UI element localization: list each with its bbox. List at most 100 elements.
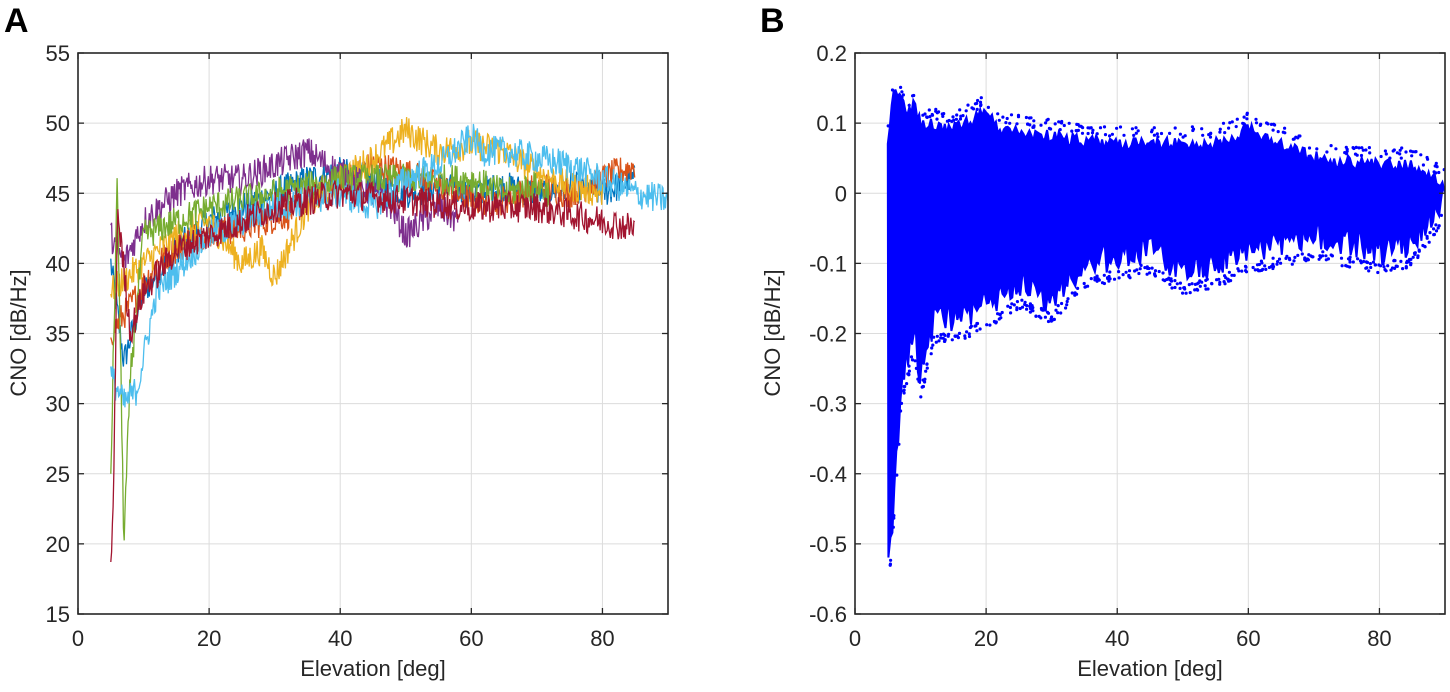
panel-b-scatter-point xyxy=(1310,255,1314,259)
panel-b-scatter-point xyxy=(1359,153,1364,158)
panel-b-scatter-point xyxy=(1230,273,1234,277)
panel-b-scatter-point xyxy=(1236,267,1240,271)
panel-b-scatter-point xyxy=(1298,134,1302,138)
panel-b-scatter-point xyxy=(1264,267,1268,271)
panel-b-scatter-point xyxy=(919,395,923,399)
panel-b-scatter-point xyxy=(1020,298,1024,302)
panel-b-scatter-point xyxy=(899,409,903,413)
panel-b-scatter-point xyxy=(1383,149,1387,153)
panel-b-scatter-point xyxy=(968,325,973,330)
panel-b-scatter-point xyxy=(1182,286,1186,290)
panel-b-scatter-point xyxy=(1329,144,1333,148)
panel-b-scatter-point xyxy=(1206,287,1210,291)
panel-b-scatter-point xyxy=(967,332,971,336)
panel-b-scatter-point xyxy=(1018,306,1022,311)
panel-b-scatter-point xyxy=(1351,260,1355,264)
panel-b-plot-area xyxy=(854,52,1445,615)
panel-b-scatter-point xyxy=(1168,282,1172,286)
panel-b-scatter-point xyxy=(1079,124,1083,128)
panel-b-scatter-point xyxy=(1130,127,1134,131)
panel-b-scatter-point xyxy=(1008,121,1012,125)
panel-b-scatter-point xyxy=(934,340,938,344)
panel-b-scatter-point xyxy=(1065,303,1069,307)
panel-b-scatter-point xyxy=(1066,297,1070,301)
panel-b-scatter-point xyxy=(978,327,982,331)
panel-b-scatter-point xyxy=(1005,116,1009,121)
panel-b-scatter-point xyxy=(1371,260,1375,264)
panel-b-scatter-point xyxy=(1428,231,1432,235)
panel-b-scatter-point xyxy=(1110,132,1114,136)
panel-b-scatter-point xyxy=(1178,286,1182,290)
panel-b-scatter-point xyxy=(1095,132,1099,136)
panel-b-scatter-point xyxy=(1398,148,1402,152)
panel-b-scatter-point xyxy=(897,442,901,446)
panel-b-scatter-point xyxy=(1152,126,1156,130)
panel-b-scatter-point xyxy=(937,339,941,343)
panel-b-scatter-point xyxy=(996,112,1000,116)
panel-a-ytick-label: 45 xyxy=(46,181,70,206)
panel-b-scatter-point xyxy=(1150,128,1154,132)
panel-b-scatter-point xyxy=(895,473,899,477)
panel-b-scatter-point xyxy=(950,119,954,123)
panel-b-scatter-point xyxy=(1117,270,1121,274)
panel-b-scatter-point xyxy=(1102,125,1107,129)
panel-b-scatter-point xyxy=(1306,258,1310,262)
panel-b-scatter-point xyxy=(1134,131,1138,135)
panel-b-scatter-point xyxy=(1015,122,1019,126)
panel-b-scatter-point xyxy=(1137,271,1141,276)
panel-b-scatter-point xyxy=(1271,262,1275,266)
panel-b-scatter-point xyxy=(1095,277,1099,281)
panel-b-scatter-point xyxy=(1076,128,1080,132)
panel-b-scatter-point xyxy=(1304,259,1308,263)
panel-b-scatter-point xyxy=(1191,127,1196,131)
panel-a: A Elevation [deg] CNO [dB/Hz] 0 20 40 60 80 1… xyxy=(4,2,669,681)
panel-b-scatter-point xyxy=(1181,291,1185,295)
panel-b-scatter-point xyxy=(1044,121,1048,125)
panel-b-scatter-point xyxy=(909,355,914,359)
panel-b-scatter-point xyxy=(1351,146,1355,150)
panel-b-scatter-point xyxy=(1091,128,1095,132)
panel-b-scatter-point xyxy=(1399,259,1403,263)
panel-b-ytick-label: -0.3 xyxy=(809,392,847,417)
panel-b-scatter-point xyxy=(1411,255,1415,259)
panel-b-scatter-point xyxy=(1009,113,1014,117)
panel-b-scatter-point xyxy=(1086,284,1090,288)
panel-b-scatter-point xyxy=(928,115,932,119)
panel-a-ytick-label: 30 xyxy=(46,392,70,417)
panel-b-xtick-label: 60 xyxy=(1236,626,1260,651)
panel-b-scatter-point xyxy=(1266,122,1270,126)
panel-b-scatter-point xyxy=(1321,250,1325,254)
panel-b-scatter-point xyxy=(1257,262,1261,267)
panel-b-scatter-point xyxy=(931,343,935,347)
panel-b-scatter-point xyxy=(1102,273,1106,277)
panel-b-scatter-point xyxy=(1090,131,1095,135)
panel-b: B Elevation [deg] CNO [dB/Hz] 0 20 40 60 80 -… xyxy=(760,2,1446,681)
panel-b-scatter-point xyxy=(1098,126,1103,130)
panel-b-scatter-point xyxy=(978,100,983,104)
panel-b-scatter-point xyxy=(1193,288,1197,292)
panel-b-scatter-point xyxy=(1145,265,1149,269)
panel-b-scatter-point xyxy=(1016,115,1021,119)
panel-b-scatter-point xyxy=(1405,259,1409,263)
panel-b-scatter-point xyxy=(1054,308,1058,312)
panel-b-scatter-point xyxy=(1030,308,1034,313)
panel-a-series-line-6 xyxy=(110,180,636,563)
panel-b-scatter-point xyxy=(1368,262,1372,266)
panel-b-scatter-point xyxy=(1224,276,1228,280)
panel-b-scatter-point xyxy=(924,369,928,373)
panel-b-label: B xyxy=(760,2,785,40)
panel-b-scatter-point xyxy=(1277,257,1282,261)
panel-b-scatter-point xyxy=(1439,213,1443,217)
panel-b-ytick-label: 0.1 xyxy=(816,111,847,136)
panel-b-scatter-point xyxy=(1175,282,1179,286)
panel-b-scatter-point xyxy=(1173,126,1177,130)
panel-b-scatter-point xyxy=(1369,265,1373,270)
panel-b-scatter-point xyxy=(1223,131,1227,135)
panel-b-scatter-point xyxy=(1006,304,1010,308)
panel-b-scatter-point xyxy=(979,103,983,107)
panel-b-scatter-point xyxy=(1357,146,1361,150)
panel-b-scatter-point xyxy=(966,103,970,107)
panel-b-scatter-point xyxy=(935,334,939,338)
panel-a-xtick-label: 40 xyxy=(328,626,352,651)
panel-b-scatter-point xyxy=(1193,282,1197,286)
